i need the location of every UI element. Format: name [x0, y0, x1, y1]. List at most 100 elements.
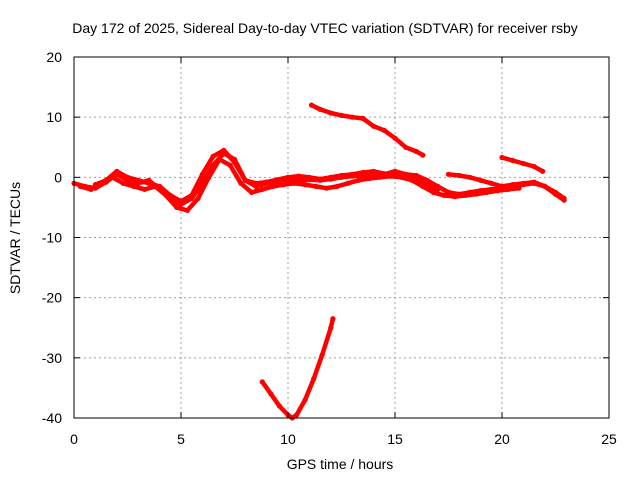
grid-lines [74, 57, 609, 418]
series-point-segment-right-band [542, 183, 548, 189]
series-point-segment-right-descending [520, 160, 527, 167]
series-point-segment-v-dip [330, 316, 336, 322]
series-point-band-b [249, 189, 255, 195]
series-point-band-b [334, 183, 340, 189]
series-point-band-c [221, 147, 227, 153]
series-point-band-b [356, 177, 362, 183]
series-point-segment-v-dip [328, 325, 334, 331]
series-point-segment-v-dip [302, 397, 308, 403]
series-point-band-b [323, 185, 330, 191]
x-tick-label: 25 [601, 431, 617, 447]
series-point-segment-upper-descending [328, 110, 334, 116]
series-point-band-b [302, 182, 308, 188]
series-point-band-b [484, 189, 490, 195]
series-point-band-c [371, 168, 377, 174]
series-point-band-b [88, 186, 94, 192]
x-tick-label: 5 [177, 431, 185, 447]
y-tick-label: 20 [46, 49, 62, 65]
series-point-band-b [463, 192, 469, 198]
series-point-segment-upper-descending [308, 102, 315, 108]
series-point-band-c [157, 183, 163, 189]
series-point-segment-v-dip [276, 403, 282, 409]
series-point-segment-upper-descending [420, 152, 426, 158]
series-point-segment-right-band [488, 180, 494, 186]
series-point-band-b [270, 183, 276, 189]
series-point-band-c [189, 192, 195, 198]
series-point-band-b [495, 188, 501, 194]
series-point-segment-right-descending [531, 163, 537, 170]
x-tick-label: 10 [280, 431, 296, 447]
series-point-band-b [120, 180, 126, 186]
series-point-segment-upper-descending [413, 148, 419, 155]
series-point-band-b [216, 156, 223, 162]
series-point-band-c [264, 179, 270, 185]
y-tick-label: -40 [42, 410, 62, 426]
series-point-band-c [392, 173, 398, 179]
series-point-segment-upper-descending [349, 114, 355, 120]
series-point-segment-right-band [478, 177, 484, 183]
x-tick-label: 15 [387, 431, 403, 447]
series-point-band-c [360, 169, 366, 176]
series-point-segment-v-dip [311, 376, 317, 382]
series-point-segment-right-band [531, 179, 537, 185]
series-point-band-c [199, 171, 205, 177]
series-point-segment-v-dip [259, 379, 265, 385]
plot-series [71, 102, 567, 421]
y-tick-label: -10 [42, 230, 62, 246]
series-point-band-c [296, 173, 302, 179]
series-point-band-c [146, 180, 152, 186]
x-axis-label: GPS time / hours [287, 456, 394, 472]
y-axis-label: SDTVAR / TECUs [7, 182, 23, 294]
series-point-band-b [345, 180, 351, 186]
axis-ticks: 0 5 10 15 20 25 -40 -30 -20 -10 0 10 20 [42, 49, 617, 447]
series-point-band-c [349, 171, 355, 177]
series-point-band-c [328, 174, 334, 180]
series-point-band-b [206, 174, 212, 180]
x-tick-label: 0 [70, 431, 78, 447]
series-point-band-c [135, 177, 141, 183]
series-point-band-c [114, 168, 120, 174]
x-tick-label: 20 [494, 431, 510, 447]
series-point-segment-right-band [520, 180, 527, 186]
series-point-segment-right-band [510, 182, 516, 188]
series-point-band-b [313, 183, 319, 189]
series-point-band-c [92, 182, 98, 188]
series-point-band-b [281, 182, 287, 188]
chart-title: Day 172 of 2025, Sidereal Day-to-day VTE… [72, 20, 578, 36]
series-point-segment-upper-descending [360, 115, 366, 121]
series-point-band-b [195, 195, 201, 201]
series-point-segment-v-dip [268, 391, 274, 397]
series-point-band-b [291, 180, 297, 186]
series-point-band-c [285, 174, 291, 180]
series-point-segment-right-descending [510, 157, 516, 164]
series-point-segment-upper-descending [392, 135, 398, 141]
series-line-band-c [93, 148, 441, 204]
y-tick-label: -30 [42, 350, 62, 366]
series-point-segment-upper-descending [403, 144, 409, 150]
series-point-band-c [403, 174, 409, 180]
series-point-band-a [392, 168, 398, 174]
series-point-band-c [274, 177, 280, 183]
series-point-segment-v-dip [294, 412, 300, 418]
series-point-band-b [366, 175, 372, 182]
series-point-segment-upper-descending [317, 106, 323, 112]
series-point-segment-right-band [456, 172, 462, 179]
series-point-band-b [142, 186, 148, 192]
series-point-band-b [430, 189, 437, 195]
series-point-segment-v-dip [319, 352, 325, 358]
series-point-band-a [413, 172, 419, 179]
series-point-segment-right-band [499, 183, 505, 189]
series-point-band-c [167, 192, 173, 198]
y-tick-label: 10 [46, 109, 62, 125]
series-point-band-c [435, 186, 441, 192]
series-point-band-c [306, 174, 312, 180]
series-point-band-b [238, 180, 244, 186]
series-point-band-c [424, 182, 430, 188]
series-point-band-b [259, 186, 265, 192]
series-point-band-b [452, 194, 458, 200]
series-point-segment-right-band [552, 191, 559, 197]
series-point-band-c [124, 174, 131, 180]
series-point-band-c [338, 172, 345, 179]
series-point-band-b [441, 192, 447, 198]
series-point-band-c [242, 177, 248, 183]
